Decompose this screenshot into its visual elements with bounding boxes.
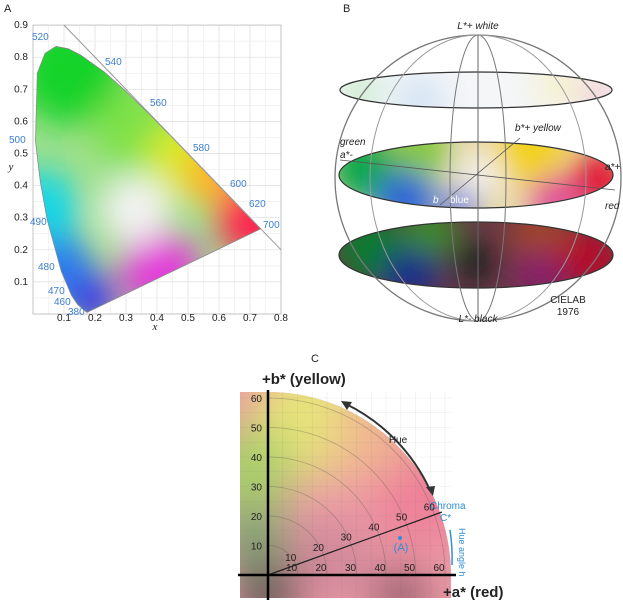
grid-ring xyxy=(267,397,446,576)
hue-arrow xyxy=(345,403,431,491)
wavelength-label: 380 xyxy=(68,307,85,318)
y-axis-label: +b* (yellow) xyxy=(262,371,346,388)
x-tick-label: 0.3 xyxy=(119,313,133,324)
y-tick-label: 0.6 xyxy=(14,116,28,127)
wavelength-label: 500 xyxy=(9,135,26,146)
wavelength-label: 460 xyxy=(54,297,71,308)
arrow-head xyxy=(426,486,435,496)
x-tick-label: 10 xyxy=(286,563,298,574)
x-axis-label: x xyxy=(152,321,158,333)
x-tick-label: 30 xyxy=(345,563,357,574)
wavelength-label: 520 xyxy=(32,32,49,43)
chroma-tick-label: 60 xyxy=(424,502,436,513)
panel-label: B xyxy=(343,3,350,15)
panel-label: C xyxy=(311,353,319,365)
axis-end-label: a*+ xyxy=(605,162,620,173)
y-tick-label: 40 xyxy=(251,453,263,464)
x-axis-label: +a* (red) xyxy=(443,584,503,601)
hue-angle-arrow xyxy=(449,529,453,566)
x-tick-label: 20 xyxy=(315,563,327,574)
y-tick-label: 0.3 xyxy=(14,213,28,224)
panel-c: C Hue Chroma C* Hue angle h (A) xyxy=(238,353,503,601)
grid-ring xyxy=(267,427,416,576)
caption: 1976 xyxy=(557,307,580,318)
y-tick-label: 0.9 xyxy=(14,20,28,31)
y-tick-label: 0.2 xyxy=(14,245,28,256)
hue-label: Hue xyxy=(389,435,408,446)
axis-end-label: red xyxy=(605,201,620,212)
axis-end-label: b*+ yellow xyxy=(515,123,562,134)
grid-ring xyxy=(267,515,328,576)
x-tick-label: 0.2 xyxy=(88,313,102,324)
sample-point xyxy=(398,536,402,540)
arrow-head xyxy=(341,401,352,410)
disc-middle xyxy=(339,142,613,208)
axis-end-label: b xyxy=(433,195,439,206)
wavelength-label: 700 xyxy=(263,220,280,231)
gamut-fill xyxy=(35,46,261,313)
grid-ring xyxy=(267,545,298,576)
x-tick-label: 0.7 xyxy=(243,313,257,324)
grid-ring xyxy=(267,456,387,576)
x-tick-label: 0.1 xyxy=(57,313,71,324)
panel-label: A xyxy=(4,3,12,15)
chroma-tick-label: 40 xyxy=(368,523,380,534)
grid-ring xyxy=(267,486,357,576)
disc-outline xyxy=(338,221,614,289)
x-tick-label: 40 xyxy=(374,563,386,574)
x-tick-label: 0.4 xyxy=(150,313,164,324)
b-axis xyxy=(439,137,521,206)
y-tick-label: 20 xyxy=(251,512,263,523)
y-tick-label: 60 xyxy=(251,394,263,405)
axis-end-label: a*- xyxy=(340,150,353,161)
reference-line xyxy=(63,24,282,251)
y-tick-label: 0.4 xyxy=(14,181,28,192)
chroma-line xyxy=(267,511,443,576)
disc-outline xyxy=(338,141,614,209)
wavelength-label: 620 xyxy=(249,199,266,210)
y-tick-label: 0.5 xyxy=(14,149,28,160)
panel-a: A x y 0.1 0.2 0.3 0.4 0.5 0.6 0.7 0.8 0.1 0.2 0.3 0… xyxy=(4,3,288,333)
axis-end-label: L*- black xyxy=(459,314,499,325)
caption: CIELAB xyxy=(550,295,586,306)
wavelength-label: 540 xyxy=(105,57,122,68)
axis-end-label: green xyxy=(340,137,366,148)
wavelength-label: 560 xyxy=(150,98,167,109)
x-tick-label: 0.6 xyxy=(212,313,226,324)
x-tick-label: 60 xyxy=(433,563,445,574)
y-axis-label: y xyxy=(8,161,14,173)
panel-b: B xyxy=(334,3,622,325)
y-tick-label: 50 xyxy=(251,424,263,435)
a-axis xyxy=(339,159,616,191)
y-tick-label: 30 xyxy=(251,483,263,494)
grid xyxy=(240,392,451,598)
plot-frame xyxy=(32,24,282,315)
hue-angle-label: Hue angle h xyxy=(457,528,467,577)
x-tick-label: 0.8 xyxy=(274,313,288,324)
disc-top xyxy=(340,72,612,108)
x-tick-label: 50 xyxy=(404,563,416,574)
chroma-tick-label: 10 xyxy=(285,553,297,564)
chroma-symbol: C* xyxy=(440,513,451,524)
y-tick-label: 0.7 xyxy=(14,84,28,95)
wavelength-label: 580 xyxy=(193,143,210,154)
wavelength-label: 600 xyxy=(230,179,247,190)
chroma-tick-label: 20 xyxy=(313,543,325,554)
chroma-tick-label: 30 xyxy=(341,533,353,544)
y-tick-label: 10 xyxy=(251,542,263,553)
axis-end-label: L*+ white xyxy=(457,21,499,32)
wavelength-label: 470 xyxy=(48,286,65,297)
axis-end-label: blue xyxy=(450,195,469,206)
y-tick-label: 0.1 xyxy=(14,277,28,288)
wavelength-label: 480 xyxy=(38,262,55,273)
point-label: (A) xyxy=(394,542,409,554)
y-tick-label: 0.8 xyxy=(14,52,28,63)
wavelength-label: 490 xyxy=(30,217,47,228)
x-tick-label: 0.5 xyxy=(181,313,195,324)
chroma-label: Chroma xyxy=(430,501,466,512)
disc-outline xyxy=(339,71,613,109)
chroma-tick-label: 50 xyxy=(396,513,408,524)
